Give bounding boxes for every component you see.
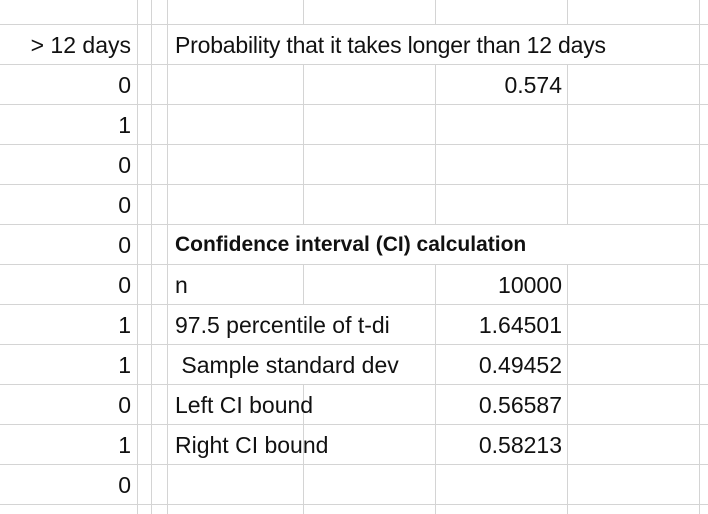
- ci-label-cell[interactable]: 97.5 percentile of t-di: [175, 312, 390, 338]
- column-gridline: [699, 0, 700, 514]
- row-gridline: [0, 144, 708, 145]
- ci-label-cell[interactable]: Right CI bound: [175, 432, 329, 458]
- overflow-mask: [168, 345, 434, 384]
- data-cell[interactable]: 0: [118, 472, 131, 498]
- ci-label-cell[interactable]: Left CI bound: [175, 392, 314, 418]
- row-gridline: [0, 224, 708, 225]
- probability-label-cell[interactable]: Probability that it takes longer than 12…: [175, 32, 606, 58]
- column-gridline: [151, 0, 152, 514]
- ci-label-cell[interactable]: n: [175, 272, 188, 298]
- column-gridline: [137, 0, 138, 514]
- row-gridline: [0, 504, 708, 505]
- column-gridline: [167, 0, 168, 514]
- probability-value-cell[interactable]: 0.574: [504, 72, 562, 98]
- data-cell[interactable]: 1: [118, 312, 131, 338]
- row-gridline: [0, 24, 708, 25]
- row-gridline: [0, 344, 708, 345]
- row-gridline: [0, 264, 708, 265]
- ci-value-cell[interactable]: 1.64501: [478, 312, 562, 338]
- data-cell[interactable]: 1: [118, 432, 131, 458]
- data-cell[interactable]: 0: [118, 72, 131, 98]
- ci-value-cell[interactable]: 0.49452: [478, 352, 562, 378]
- ci-title-cell[interactable]: Confidence interval (CI) calculation: [175, 233, 527, 256]
- row-gridline: [0, 184, 708, 185]
- row-gridline: [0, 424, 708, 425]
- data-cell[interactable]: 0: [118, 392, 131, 418]
- ci-value-cell[interactable]: 0.56587: [478, 392, 562, 418]
- row-gridline: [0, 384, 708, 385]
- ci-value-cell[interactable]: 10000: [498, 272, 562, 298]
- data-cell[interactable]: 0: [118, 272, 131, 298]
- overflow-mask: [168, 225, 588, 264]
- data-cell[interactable]: 1: [118, 112, 131, 138]
- ci-label-cell[interactable]: Sample standard dev: [175, 352, 399, 378]
- data-cell[interactable]: 1: [118, 352, 131, 378]
- data-cell[interactable]: 0: [118, 192, 131, 218]
- row-gridline: [0, 464, 708, 465]
- row-gridline: [0, 304, 708, 305]
- data-cell[interactable]: 0: [118, 152, 131, 178]
- overflow-mask: [168, 305, 434, 344]
- overflow-mask: [168, 25, 698, 64]
- data-cell[interactable]: 0: [118, 232, 131, 258]
- row-gridline: [0, 104, 708, 105]
- ci-value-cell[interactable]: 0.58213: [478, 432, 562, 458]
- column-header-cell[interactable]: > 12 days: [30, 32, 131, 58]
- row-gridline: [0, 64, 708, 65]
